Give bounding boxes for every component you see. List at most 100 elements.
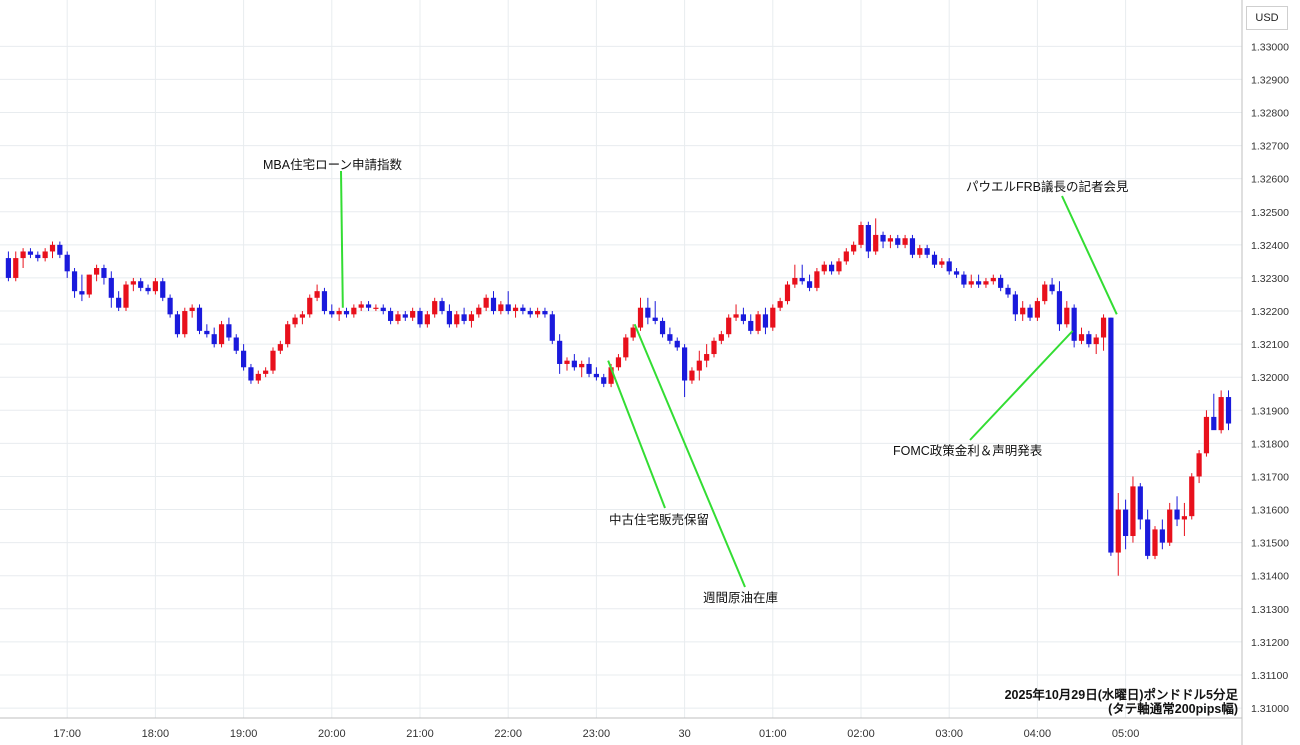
candle [601, 373, 607, 388]
candle [726, 314, 732, 338]
candle-body [5, 258, 11, 278]
candle [983, 277, 989, 288]
candle-body [1027, 307, 1033, 318]
candle [976, 274, 982, 288]
price-tick-label: 1.32200 [1251, 306, 1289, 318]
candle-body [505, 304, 511, 312]
candle [196, 304, 203, 335]
price-tick-label: 1.32600 [1251, 174, 1289, 186]
candle [1218, 390, 1224, 434]
candle [226, 317, 232, 341]
candle-body [1005, 287, 1011, 295]
time-tick-label: 20:00 [318, 728, 346, 740]
price-tick-label: 1.32500 [1251, 207, 1289, 219]
candle-body [174, 314, 181, 335]
candle-body [490, 297, 497, 312]
price-axis[interactable]: 1.33000 1.32900 1.32800 1.32700 1.32600 1.325… [1251, 41, 1289, 715]
candle-body [233, 337, 239, 351]
candle [263, 367, 269, 378]
chart-caption-line1: 2025年10月29日(水曜日)ポンドドル5分足 [1005, 687, 1239, 702]
candle [108, 271, 114, 308]
price-tick-label: 1.31500 [1251, 538, 1289, 550]
candle-body [961, 274, 967, 285]
candle [321, 287, 328, 315]
candle-body [990, 277, 996, 282]
candle [71, 268, 78, 298]
candle-body [865, 224, 871, 252]
candle [432, 297, 438, 318]
candle [792, 264, 798, 288]
candle-body [1093, 337, 1099, 345]
candle [351, 304, 357, 318]
candle-body [924, 248, 930, 255]
candle [1012, 291, 1018, 321]
candle-body [851, 244, 857, 252]
candle-body [454, 314, 460, 325]
candle-body [439, 301, 445, 312]
currency-selector[interactable]: USD [1246, 6, 1288, 30]
price-tick-label: 1.31700 [1251, 471, 1289, 483]
candle-body [160, 281, 166, 298]
candle [314, 284, 320, 302]
price-tick-label: 1.31600 [1251, 505, 1289, 517]
candle-body [1012, 294, 1018, 315]
event-annotation: 中古住宅販売保留 [609, 512, 709, 527]
candle-body [446, 311, 452, 325]
candle-body [329, 311, 335, 315]
candle [623, 334, 629, 361]
price-tick-label: 1.32300 [1251, 273, 1289, 285]
time-axis[interactable]: 15:0016:0017:0018:0019:0020:0021:0022:00… [0, 728, 1139, 740]
candle-body [777, 301, 783, 308]
candle-body [248, 367, 254, 381]
candle-body [718, 334, 724, 341]
candle-body [79, 291, 85, 295]
candle [380, 304, 386, 315]
candle [241, 344, 247, 371]
price-tick-label: 1.32700 [1251, 141, 1289, 153]
candle-body [623, 337, 629, 358]
candle-body [711, 340, 717, 355]
candle [586, 357, 592, 378]
candle-body [564, 360, 570, 364]
candle-body [953, 271, 960, 275]
candle [858, 221, 864, 249]
candle-body [1100, 317, 1107, 338]
candle [704, 344, 710, 368]
candle [439, 297, 445, 315]
candle [233, 334, 239, 355]
candle-body [740, 314, 746, 321]
candle [535, 307, 541, 318]
time-tick-label: 18:00 [142, 728, 170, 740]
candle [593, 367, 599, 381]
currency-label: USD [1255, 12, 1279, 24]
candle-body [1115, 509, 1121, 553]
candle-body [836, 261, 842, 272]
candle [762, 307, 769, 335]
candle [755, 311, 761, 335]
candle [564, 357, 570, 371]
candle [689, 367, 695, 384]
candle-body [285, 324, 291, 345]
candle-body [527, 311, 533, 315]
candle-body [57, 244, 63, 255]
time-tick-label: 01:00 [759, 728, 787, 740]
candle [887, 234, 893, 249]
candle-body [49, 244, 56, 252]
candle [748, 314, 754, 335]
candle [1137, 483, 1143, 530]
candle-body [380, 307, 386, 312]
price-tick-label: 1.32400 [1251, 240, 1289, 252]
candle [740, 307, 746, 325]
candle [35, 251, 41, 262]
candle-body [946, 261, 952, 272]
price-tick-label: 1.33000 [1251, 41, 1289, 53]
candle [373, 304, 379, 312]
candle-body [35, 254, 41, 259]
candle [358, 301, 364, 312]
candle [101, 264, 107, 285]
candle [953, 268, 960, 278]
candle-body [1167, 509, 1173, 543]
candle [79, 274, 85, 302]
